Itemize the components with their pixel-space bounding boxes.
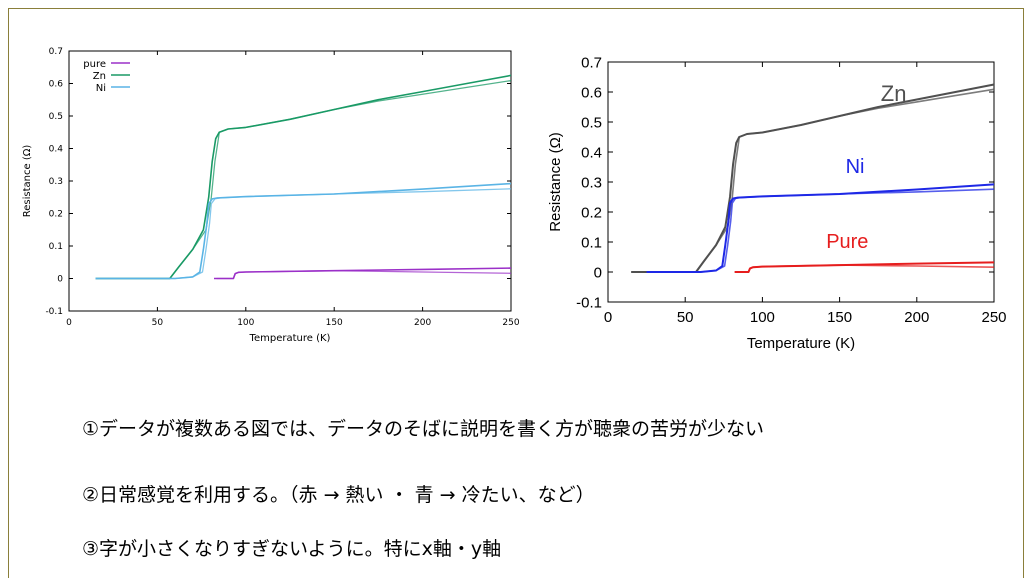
series-line-ni xyxy=(646,183,995,273)
series-label-ni: Ni xyxy=(846,156,865,178)
y-tick-label: 0.3 xyxy=(49,177,63,187)
y-tick-label: 0.3 xyxy=(581,174,602,191)
series-line-pure-2 xyxy=(736,264,995,273)
legend-label-ni: Ni xyxy=(96,83,106,94)
y-tick-label: 0.6 xyxy=(581,84,602,101)
x-tick-label: 150 xyxy=(827,309,852,326)
chart-right-labeled: -0.100.10.20.30.40.50.60.70 50 100 150 200 25… xyxy=(547,54,1007,352)
y-tick-label: -0.1 xyxy=(576,294,602,311)
x-axis-label: Temperature (K) xyxy=(249,333,331,344)
x-tick-label: 150 xyxy=(326,318,343,328)
x-tick-label: 250 xyxy=(981,309,1006,326)
y-axis-label: Resistance (Ω) xyxy=(547,132,564,232)
x-tick-label: 0 xyxy=(604,309,612,326)
y-tick-label: 0.2 xyxy=(581,204,602,221)
y-tick-label: 0.5 xyxy=(581,114,602,131)
x-tick-label: 250 xyxy=(502,318,519,328)
y-tick-label: 0.1 xyxy=(581,234,602,251)
legend-label-pure: pure xyxy=(83,59,106,70)
note-3: ③字が小さくなりすぎないように。特にx軸・y軸 xyxy=(82,538,502,560)
slide xyxy=(8,8,1024,578)
x-tick-label: 200 xyxy=(414,318,431,328)
y-tick-label: 0.1 xyxy=(49,242,63,252)
series-line-zn xyxy=(631,83,995,273)
x-tick-label: 50 xyxy=(677,309,694,326)
x-tick-label: 100 xyxy=(750,309,775,326)
y-tick-label: 0.5 xyxy=(49,112,63,122)
x-tick-label: 100 xyxy=(237,318,254,328)
legend-label-zn: Zn xyxy=(93,71,106,82)
series-label-pure: Pure xyxy=(826,231,868,253)
y-tick-label: 0.7 xyxy=(49,47,63,57)
x-tick-label: 50 xyxy=(152,318,164,328)
note-1: ①データが複数ある図では、データのそばに説明を書く方が聴衆の苦労が少ない xyxy=(82,418,765,440)
series-label-zn: Zn xyxy=(881,81,907,106)
series-line-pure xyxy=(214,267,512,280)
x-tick-label: 200 xyxy=(904,309,929,326)
series-line-zn-2 xyxy=(631,88,995,273)
y-tick-label: -0.1 xyxy=(45,307,63,317)
y-axis-label: Resistance (Ω) xyxy=(22,145,33,218)
note-2: ②日常感覚を利用する。（赤 → 熱い ・ 青 → 冷たい、など） xyxy=(82,484,595,506)
y-tick-label: 0.7 xyxy=(581,54,602,71)
y-tick-label: 0.4 xyxy=(49,145,64,155)
series-line-ni xyxy=(95,182,512,280)
chart-left-legend: -0.100.10.20.30.40.50.60.70 50 100 150 200 25… xyxy=(22,47,520,344)
series-line-zn-2 xyxy=(95,79,512,280)
x-tick-label: 0 xyxy=(66,318,72,328)
y-tick-label: 0.2 xyxy=(49,210,63,220)
series-line-zn xyxy=(95,74,512,280)
series-line-ni-2 xyxy=(646,188,995,273)
y-tick-label: 0.4 xyxy=(581,144,602,161)
x-axis-label: Temperature (K) xyxy=(747,335,855,352)
y-tick-label: 0.6 xyxy=(49,80,64,90)
y-tick-label: 0 xyxy=(57,275,63,285)
series-line-ni-2 xyxy=(95,188,512,280)
y-tick-label: 0 xyxy=(594,264,602,281)
series-line-pure-2 xyxy=(216,270,512,280)
